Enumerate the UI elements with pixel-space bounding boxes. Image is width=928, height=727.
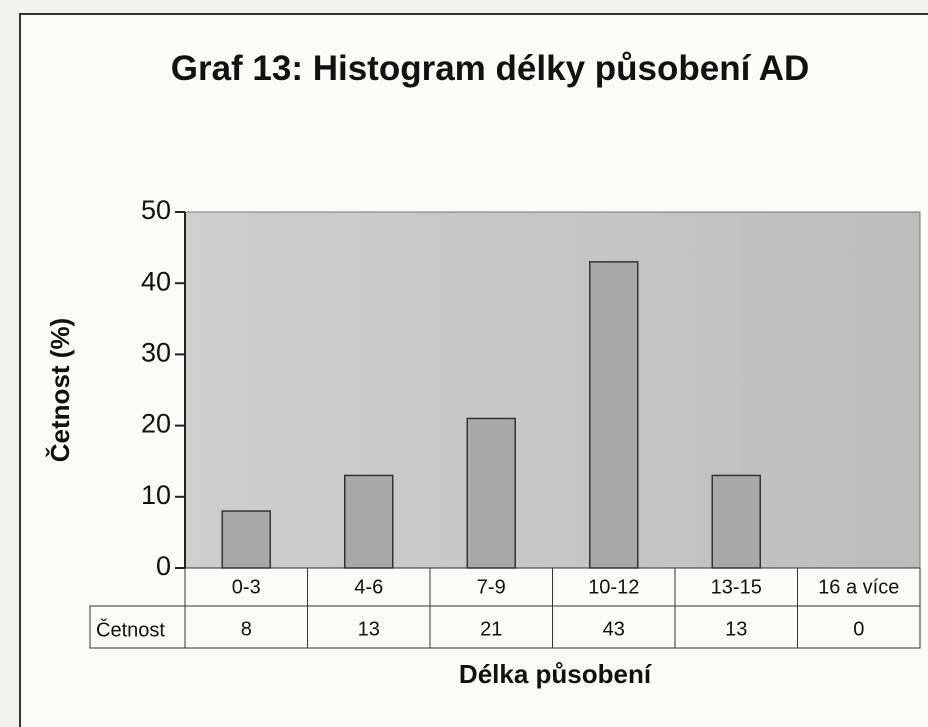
bar bbox=[344, 474, 394, 569]
x-tick-label: 0-3 bbox=[232, 576, 261, 598]
x-tick-label: 13-15 bbox=[711, 576, 762, 598]
y-tick-label: 30 bbox=[141, 338, 171, 368]
table-value: 21 bbox=[480, 618, 502, 640]
bar bbox=[466, 417, 516, 569]
plot-area bbox=[184, 211, 921, 569]
y-tick-label: 0 bbox=[156, 551, 171, 581]
y-tick-label: 10 bbox=[141, 480, 171, 510]
table-value: 43 bbox=[603, 618, 625, 640]
x-tick-label: 4-6 bbox=[354, 576, 383, 598]
table-row-label: Četnost bbox=[96, 618, 165, 641]
table-value: 13 bbox=[725, 618, 747, 640]
y-tick-label: 40 bbox=[141, 266, 171, 296]
table-value: 13 bbox=[358, 618, 380, 640]
y-axis-label: Četnost (%) bbox=[45, 318, 75, 462]
x-tick-label: 7-9 bbox=[477, 576, 506, 598]
table-value: 0 bbox=[853, 618, 864, 640]
bar bbox=[221, 510, 271, 569]
y-tick-label: 20 bbox=[141, 409, 171, 439]
y-tick-label: 50 bbox=[141, 195, 171, 225]
x-tick-label: 10-12 bbox=[588, 576, 639, 598]
chart-title: Graf 13: Histogram délky působení AD bbox=[170, 49, 810, 88]
table-value: 8 bbox=[241, 618, 252, 640]
bar bbox=[589, 261, 639, 569]
x-tick-label: 16 a více bbox=[818, 576, 899, 598]
x-axis-label: Délka působení bbox=[459, 659, 652, 689]
bar bbox=[711, 474, 761, 569]
